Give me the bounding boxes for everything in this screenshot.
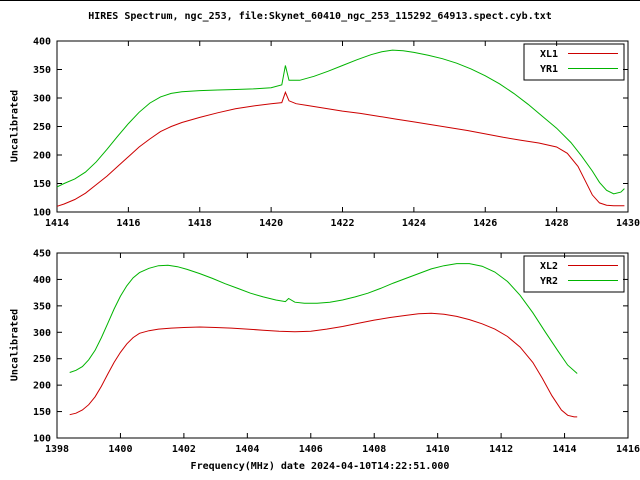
x-tick-label: 1430: [616, 218, 640, 229]
x-tick-label: 1414: [553, 444, 577, 455]
x-tick-label: 1408: [362, 444, 386, 455]
x-tick-label: 1422: [330, 218, 354, 229]
series-line-XL2: [69, 312, 578, 418]
y-tick-label: 100: [33, 434, 51, 445]
legend-box: [523, 43, 625, 81]
y-tick-label: 350: [33, 65, 51, 76]
x-tick-label: 1406: [299, 444, 323, 455]
legend-box: [523, 255, 625, 293]
y-tick-label: 100: [33, 208, 51, 219]
y-tick-label: 350: [33, 301, 51, 312]
y-tick-label: 400: [33, 37, 51, 48]
x-tick-label: 1416: [116, 218, 140, 229]
legend-label-YR2: YR2: [540, 276, 558, 287]
legend-label-XL1: XL1: [540, 49, 558, 60]
y-tick-label: 250: [33, 354, 51, 365]
y-tick-label: 200: [33, 381, 51, 392]
x-tick-label: 1414: [45, 218, 69, 229]
x-tick-label: 1420: [259, 218, 283, 229]
y-tick-label: 200: [33, 151, 51, 162]
series-line-YR2: [69, 263, 578, 374]
y-tick-label: 300: [33, 328, 51, 339]
x-axis-label: Frequency(MHz) date 2024-04-10T14:22:51.…: [190, 461, 450, 472]
x-tick-label: 1398: [45, 444, 69, 455]
y-tick-label: 400: [33, 275, 51, 286]
plot-border: [56, 252, 629, 439]
x-tick-label: 1402: [172, 444, 196, 455]
x-tick-label: 1400: [108, 444, 132, 455]
y-tick-label: 450: [33, 249, 51, 260]
x-tick-label: 1424: [402, 218, 426, 229]
x-tick-label: 1428: [545, 218, 569, 229]
y-tick-label: 150: [33, 179, 51, 190]
series-line-XL1: [56, 90, 625, 207]
series-line-YR1: [56, 49, 625, 195]
chart-title: HIRES Spectrum, ngc_253, file:Skynet_604…: [88, 11, 552, 22]
x-tick-label: 1404: [235, 444, 259, 455]
legend-label-XL2: XL2: [540, 261, 558, 272]
x-tick-label: 1416: [616, 444, 640, 455]
y-tick-label: 300: [33, 94, 51, 105]
y-tick-label: 150: [33, 407, 51, 418]
legend-label-YR1: YR1: [540, 64, 558, 75]
x-tick-label: 1410: [426, 444, 450, 455]
x-tick-label: 1412: [489, 444, 513, 455]
y-tick-label: 250: [33, 122, 51, 133]
x-tick-label: 1418: [188, 218, 212, 229]
x-tick-label: 1426: [473, 218, 497, 229]
